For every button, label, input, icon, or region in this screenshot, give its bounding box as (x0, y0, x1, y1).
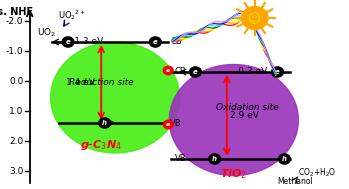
Text: e: e (166, 122, 170, 127)
Text: e: e (193, 69, 198, 75)
Text: h: h (102, 120, 107, 126)
Circle shape (163, 120, 173, 129)
Circle shape (99, 118, 111, 128)
Text: e: e (275, 69, 280, 75)
Circle shape (279, 154, 290, 164)
Text: Reduction site: Reduction site (69, 78, 134, 87)
Text: -0.3 eV: -0.3 eV (235, 67, 267, 76)
Text: e: e (66, 39, 70, 45)
Text: e: e (153, 39, 158, 45)
Text: CO$_2$+H$_2$O: CO$_2$+H$_2$O (298, 166, 337, 179)
Circle shape (272, 67, 283, 77)
Text: 0.0: 0.0 (9, 77, 23, 85)
Circle shape (169, 64, 298, 176)
Circle shape (163, 66, 173, 75)
Text: g-C$_3$N$_4$: g-C$_3$N$_4$ (80, 139, 122, 153)
Text: 1.0: 1.0 (9, 106, 23, 115)
Text: -2.0: -2.0 (6, 16, 23, 26)
Text: Oxidation site: Oxidation site (216, 104, 279, 112)
Text: CB: CB (174, 67, 186, 76)
Text: E vs. NHE: E vs. NHE (0, 7, 33, 17)
Text: UO$_2$: UO$_2$ (37, 26, 56, 39)
Text: -1.0: -1.0 (6, 46, 23, 56)
Text: 3.0: 3.0 (9, 167, 23, 176)
Text: CB: CB (170, 37, 182, 46)
Text: 2.9 eV: 2.9 eV (230, 111, 259, 120)
Text: ☺: ☺ (248, 13, 261, 26)
Circle shape (190, 67, 201, 77)
Circle shape (149, 37, 161, 47)
Text: UO$_2$$^{2+}$: UO$_2$$^{2+}$ (58, 8, 86, 22)
Circle shape (51, 42, 180, 153)
Circle shape (242, 7, 268, 29)
Circle shape (62, 37, 74, 47)
Text: h: h (282, 156, 287, 162)
Text: TiO$_2$: TiO$_2$ (220, 167, 247, 181)
Text: VB: VB (174, 154, 186, 163)
Text: 1.4 eV: 1.4 eV (66, 78, 95, 87)
Text: VB: VB (170, 119, 182, 128)
Text: h: h (212, 156, 217, 162)
Text: -1.3 eV: -1.3 eV (71, 37, 103, 46)
Text: 2.0: 2.0 (9, 136, 23, 146)
Text: e: e (166, 68, 170, 73)
Circle shape (209, 154, 221, 164)
Text: Methanol: Methanol (277, 177, 313, 186)
